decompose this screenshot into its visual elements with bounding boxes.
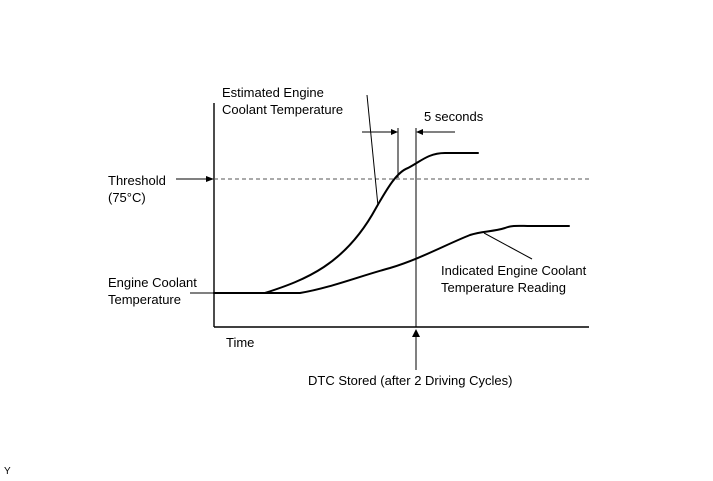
threshold-arrowhead [206, 176, 214, 182]
corner-mark: Y [4, 466, 11, 477]
indicated-label-line1: Indicated Engine Coolant [441, 263, 587, 278]
estimated-label-line1: Estimated Engine [222, 85, 324, 100]
threshold-label-line1: Threshold [108, 173, 166, 188]
ect-label-line1: Engine Coolant [108, 275, 197, 290]
estimated-leader-line [366, 94, 379, 207]
indicated-temperature-curve [213, 224, 570, 294]
five-seconds-right-arrowhead [416, 129, 423, 135]
dtc-stored-label: DTC Stored (after 2 Driving Cycles) [308, 373, 512, 388]
dtc-arrowhead [412, 329, 420, 337]
five-seconds-label: 5 seconds [424, 109, 484, 124]
threshold-label-line2: (75°C) [108, 190, 146, 205]
estimated-temperature-curve [213, 152, 479, 294]
estimated-label-line2: Coolant Temperature [222, 102, 343, 117]
ect-label-line2: Temperature [108, 292, 181, 307]
five-seconds-left-arrowhead [391, 129, 398, 135]
indicated-leader-line [483, 232, 533, 260]
indicated-label-line2: Temperature Reading [441, 280, 566, 295]
time-label: Time [226, 335, 254, 350]
